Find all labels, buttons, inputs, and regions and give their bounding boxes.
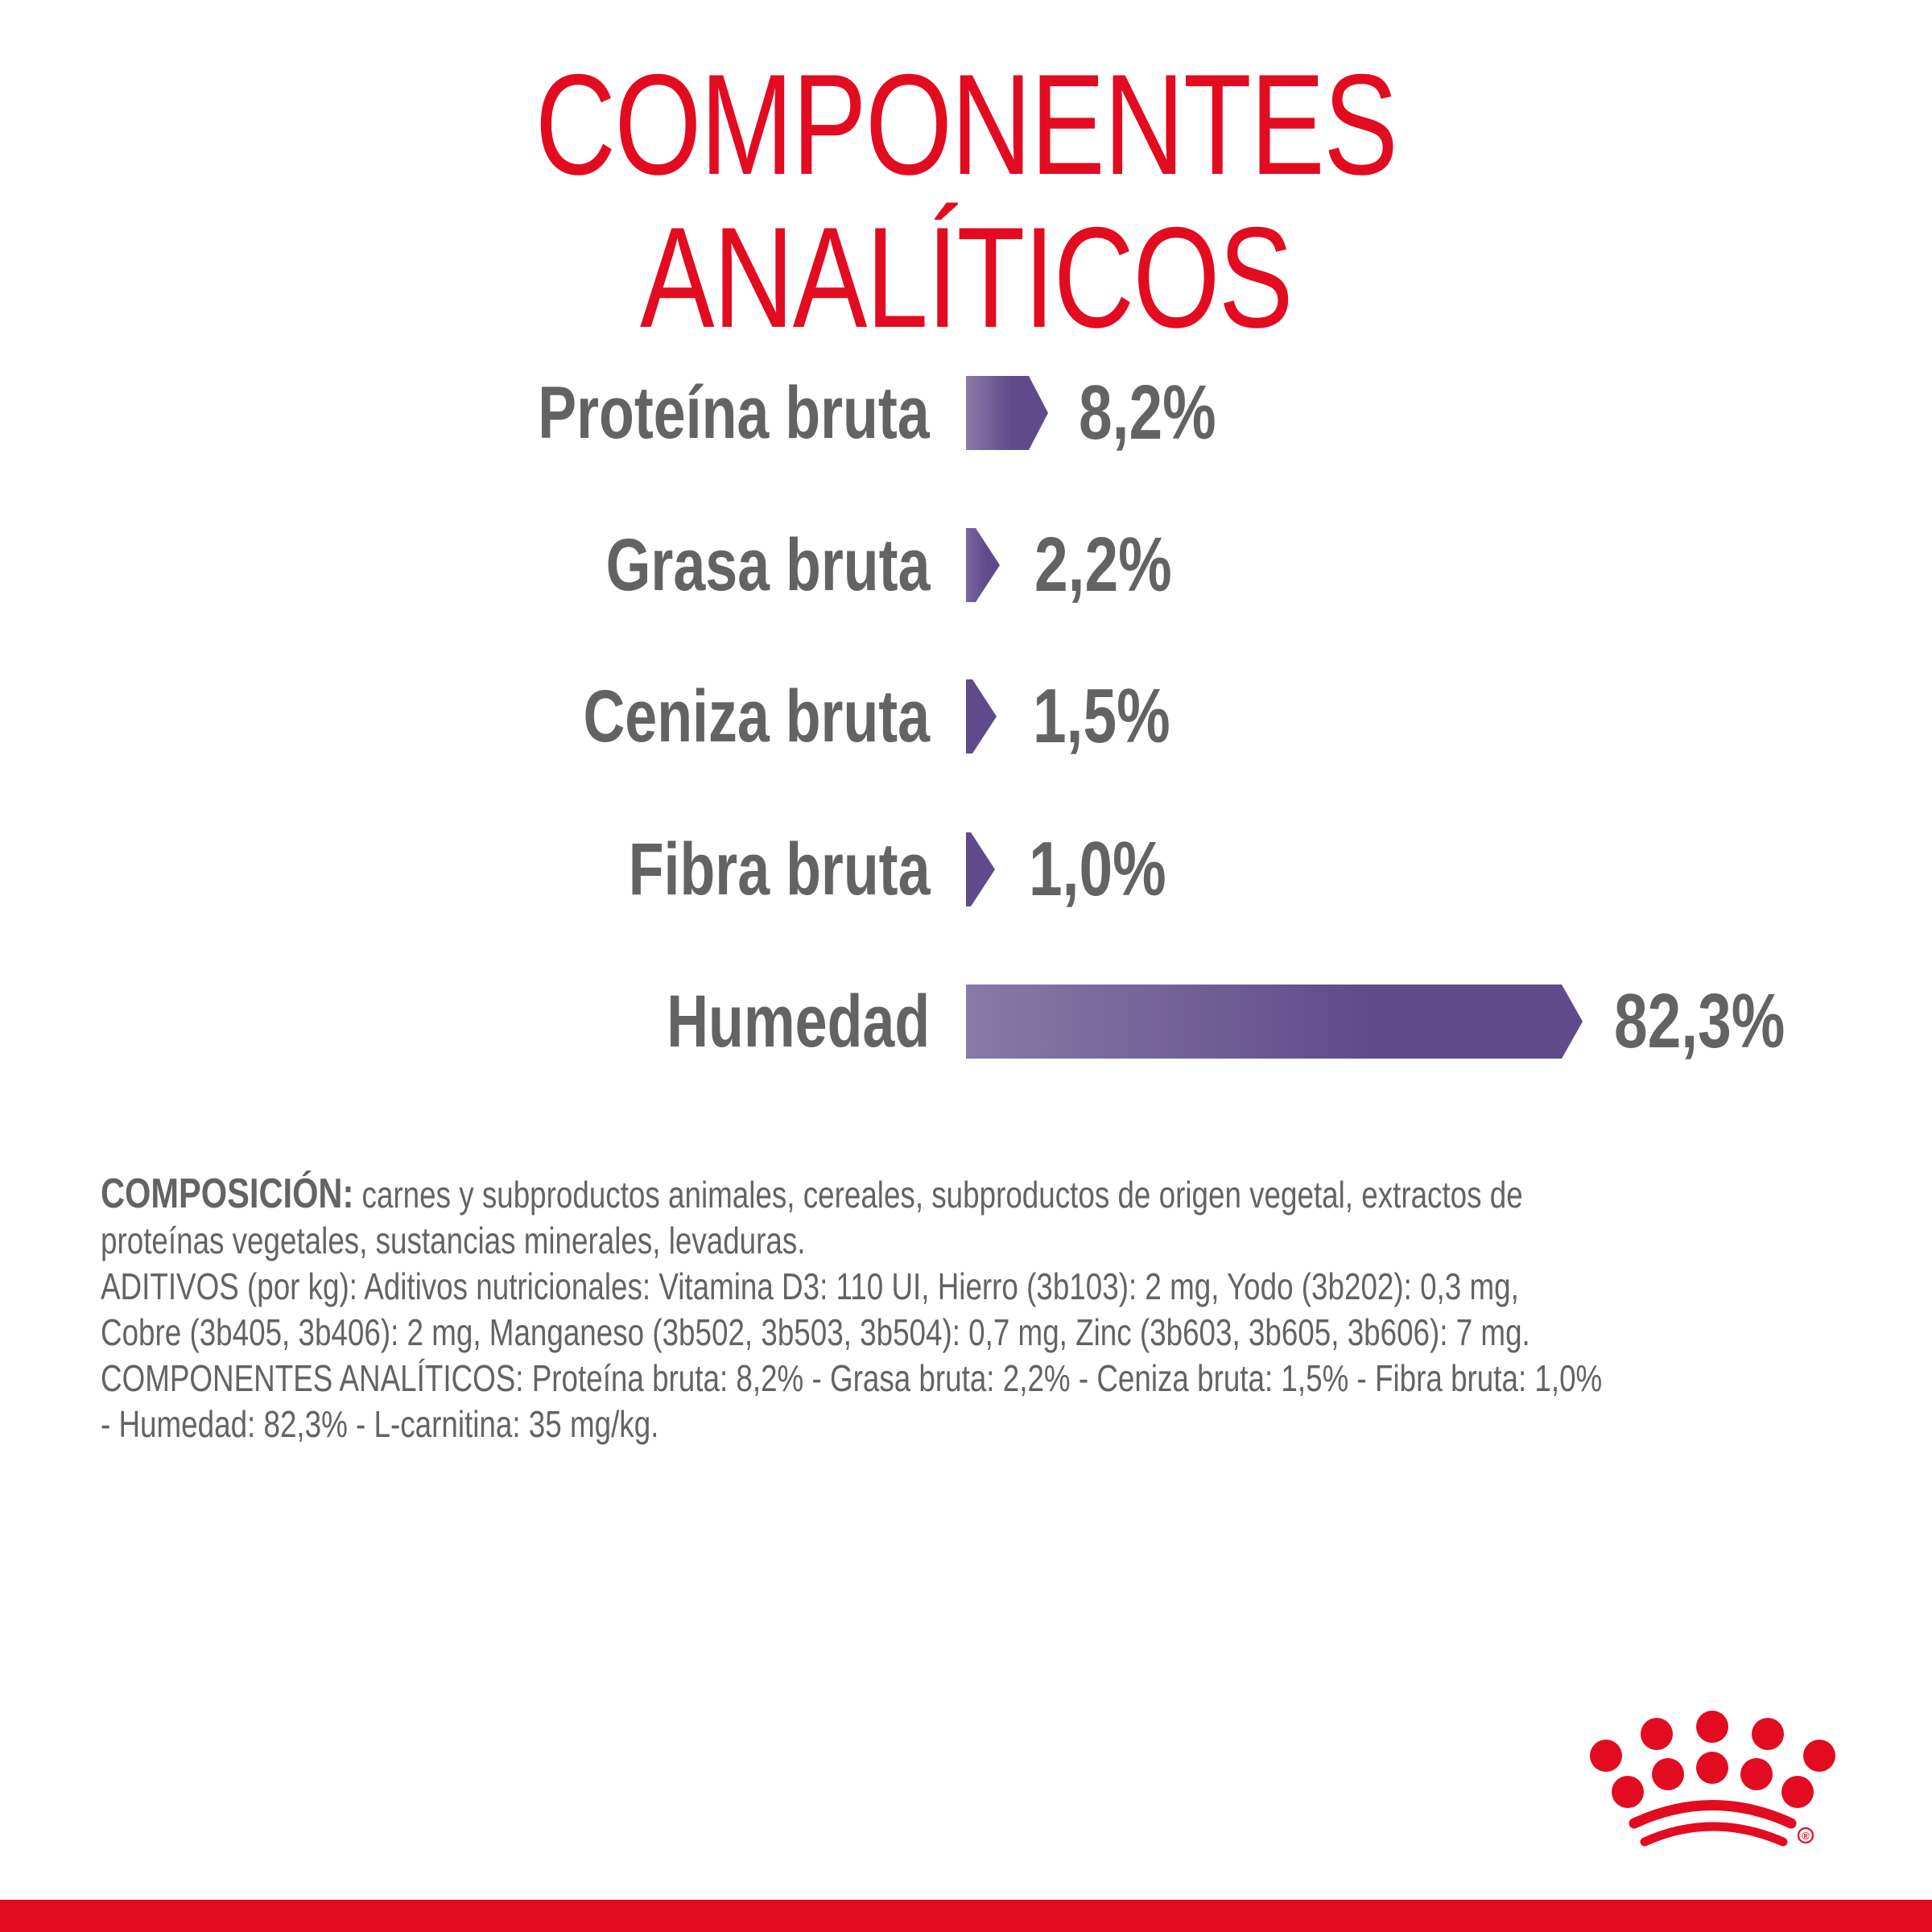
bar-arrow-ash [966, 679, 997, 753]
chart-row-fiber: Fibra bruta 1,0% [0, 829, 1932, 910]
additives-line-2: Cobre (3b405, 3b406): 2 mg, Manganeso (3… [101, 1311, 1530, 1353]
analytic-line-1: COMPONENTES ANALÍTICOS: Proteína bruta: … [101, 1357, 1603, 1399]
analytic-line-2: - Humedad: 82,3% - L-carnitina: 35 mg/kg… [101, 1403, 659, 1445]
row-value: 2,2% [1034, 522, 1172, 608]
row-value: 8,2% [1079, 369, 1216, 456]
composition-ingredients: carnes y subproductos animales, cereales… [353, 1174, 1523, 1216]
row-label: Proteína bruta [538, 372, 930, 454]
row-value: 82,3% [1614, 978, 1785, 1064]
chart-row-fat: Grasa bruta 2,2% [0, 522, 1932, 608]
registered-mark: ® [1802, 1830, 1810, 1842]
bar-arrow-fiber [966, 832, 995, 906]
row-value: 1,5% [1033, 673, 1170, 759]
footer-red-bar [0, 1900, 1932, 1932]
composition-heading: COMPOSICIÓN: [101, 1170, 354, 1217]
bar-arrow-fat [966, 528, 1000, 602]
composition-line-1: COMPOSICIÓN: carnes y subproductos anima… [101, 1170, 1523, 1218]
chart-row-ash: Ceniza bruta 1,5% [0, 673, 1932, 759]
composition-text: COMPOSICIÓN: carnes y subproductos anima… [101, 1171, 1856, 1447]
row-label: Grasa bruta [605, 524, 930, 606]
crown-logo-icon: ® [1590, 1711, 1835, 1847]
additives-line-1: ADITIVOS (por kg): Aditivos nutricionale… [101, 1265, 1519, 1307]
chart-row-protein: Proteína bruta 8,2% [0, 369, 1932, 456]
chart-row-moisture: Humedad 82,3% [0, 978, 1932, 1064]
row-label: Fibra bruta [628, 828, 930, 910]
bar-arrow-moisture [966, 985, 1583, 1059]
page-title: COMPONENTES ANALÍTICOS [535, 44, 1398, 357]
row-label: Humedad [667, 980, 930, 1063]
row-label: Ceniza bruta [583, 675, 930, 758]
composition-line-2: proteínas vegetales, sustancias minerale… [101, 1220, 806, 1261]
row-value: 1,0% [1029, 826, 1166, 912]
bar-arrow-protein [966, 376, 1048, 450]
